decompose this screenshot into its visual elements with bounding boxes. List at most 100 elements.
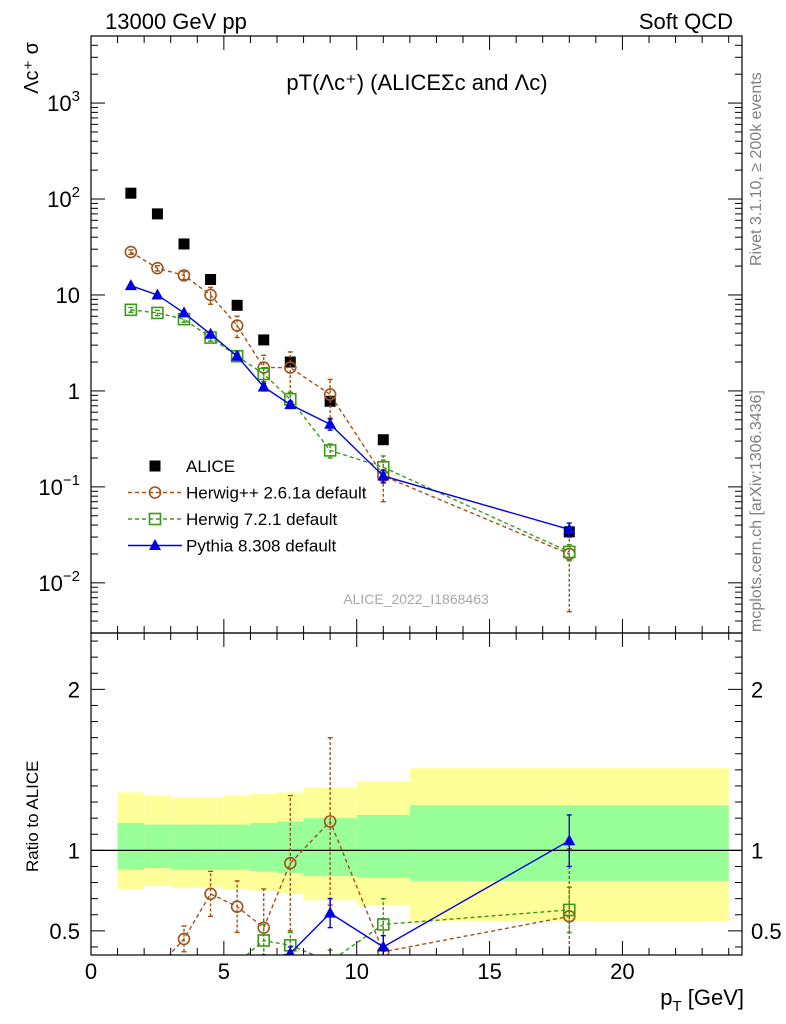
x-tick-label: 15	[477, 959, 501, 984]
chart-title: pT(Λc⁺) (ALICEΣc and Λc)	[286, 70, 547, 95]
main-pythia-point	[324, 417, 337, 429]
y-tick-label: 10−2	[38, 568, 80, 596]
ratio-y-tick-label-right: 1	[751, 838, 763, 863]
y-tick-exponent: 2	[72, 184, 80, 201]
ratio-herwigpp-point	[177, 932, 191, 946]
ratio-pythia-point	[205, 961, 217, 972]
ratio-plot-area	[91, 736, 742, 1007]
main-herwigpp-point	[230, 319, 244, 332]
legend-pythia-label: Pythia 8.308 default	[186, 537, 337, 556]
header-right: Soft QCD	[639, 9, 733, 34]
main-pythia-point	[124, 279, 137, 291]
y-tick-label: 102	[47, 184, 80, 212]
main-ylabel: Λc⁺ σ	[21, 41, 43, 93]
band-inner	[144, 824, 171, 869]
ratio-herwigpp-point	[283, 856, 297, 870]
legend-alice-marker	[149, 460, 161, 472]
ratio-herwig7-point	[205, 966, 216, 977]
mcplots-label: mcplots.cern.ch [arXiv:1306.3436]	[748, 390, 765, 632]
main-herwigpp-point	[124, 245, 138, 259]
ratio-herwigpp-point	[204, 887, 217, 901]
ratio-pythia-point	[125, 987, 137, 998]
ratio-ylabel: Ratio to ALICE	[23, 760, 42, 872]
uncertainty-bands	[117, 768, 729, 922]
ratio-frame	[90, 632, 743, 956]
ratio-pythia-point	[324, 906, 337, 918]
ratio-herwig7-line	[245, 909, 570, 955]
main-alice-point	[231, 299, 243, 311]
ratio-herwigpp-point	[125, 967, 136, 978]
band-inner	[197, 824, 224, 870]
legend-herwigpp-marker	[148, 486, 162, 499]
ratio-series-herwig7	[125, 886, 576, 1007]
main-alice-point	[125, 187, 137, 199]
y-tick-label: 10	[56, 283, 80, 308]
ratio-y-tick-label: 2	[68, 677, 80, 702]
main-herwig7-point	[257, 367, 271, 381]
legend: ALICE Herwig++ 2.6.1a default Herwig 7.2.1…	[128, 457, 367, 556]
ratio-pythia-point	[377, 940, 390, 952]
band-inner	[250, 822, 277, 872]
ratio-pythia-point	[285, 946, 295, 955]
y-tick-exponent: −2	[63, 568, 80, 585]
y-tick-label: 103	[47, 88, 80, 116]
legend-item-herwigpp: Herwig++ 2.6.1a default	[128, 484, 367, 503]
ratio-herwig7-point	[325, 956, 336, 967]
legend-pythia-marker	[149, 539, 161, 550]
main-pythia-point	[151, 288, 164, 300]
ratio-herwig7-point	[232, 958, 243, 969]
ratio-pythia-line	[280, 840, 570, 955]
ratio-herwig7-point	[179, 980, 190, 991]
ratio-y-tick-label-right: 0.5	[751, 919, 782, 944]
y-tick-label: 1	[68, 379, 80, 404]
y-tick-label: 10−1	[38, 472, 80, 500]
ratio-herwig7-point	[152, 991, 163, 1002]
ratio-herwigpp-point	[230, 900, 244, 914]
y-tick-exponent: −1	[63, 472, 80, 489]
band-inner	[356, 814, 410, 878]
ratio-herwig7-point	[125, 996, 136, 1007]
x-tick-label: 0	[85, 959, 97, 984]
main-pythia-point	[563, 522, 576, 534]
ratio-y-tick-label: 0.5	[49, 919, 80, 944]
main-series-pythia	[124, 279, 576, 538]
ratio-y-tick-label-right: 2	[751, 677, 763, 702]
ratio-herwig7-point	[562, 903, 576, 917]
y-tick-base: 10	[47, 187, 71, 212]
main-pythia-point	[257, 380, 270, 392]
main-herwigpp-point	[283, 361, 297, 374]
y-tick-base: 10	[38, 571, 62, 596]
main-herwig7-point	[151, 306, 164, 320]
ratio-pythia-point	[178, 974, 190, 985]
main-alice-point	[205, 273, 217, 285]
ratio-herwigpp-point	[257, 921, 271, 934]
x-axis-label: pT [GeV]	[660, 985, 744, 1015]
main-plot-area	[124, 187, 576, 613]
main-herwigpp-point	[177, 269, 191, 282]
main-alice-point	[377, 434, 389, 446]
main-herwigpp-point	[151, 261, 164, 275]
main-pythia-point	[231, 349, 244, 361]
x-tick-label: 5	[218, 959, 230, 984]
ratio-axes: 0.5 0.51 12 20 5 10 15 20	[49, 632, 782, 984]
x-tick-label: 10	[344, 959, 368, 984]
y-tick-exponent: 3	[72, 88, 80, 105]
band-inner	[223, 824, 251, 870]
main-herwigpp-point	[204, 288, 217, 302]
ratio-series-pythia	[125, 814, 576, 998]
ratio-herwig7-point	[257, 934, 271, 947]
ratio-herwigpp-point	[323, 815, 337, 828]
band-inner	[117, 822, 145, 870]
main-alice-point	[258, 334, 270, 346]
main-herwigpp-point	[323, 388, 337, 401]
main-herwigpp-point	[257, 361, 271, 374]
legend-herwigpp-label: Herwig++ 2.6.1a default	[186, 484, 367, 503]
y-tick-base: 10	[38, 475, 62, 500]
main-herwig7-point	[124, 303, 138, 317]
ratio-pythia-point	[151, 982, 163, 993]
main-alice-point	[178, 238, 190, 250]
ratio-herwigpp-line	[168, 820, 570, 955]
